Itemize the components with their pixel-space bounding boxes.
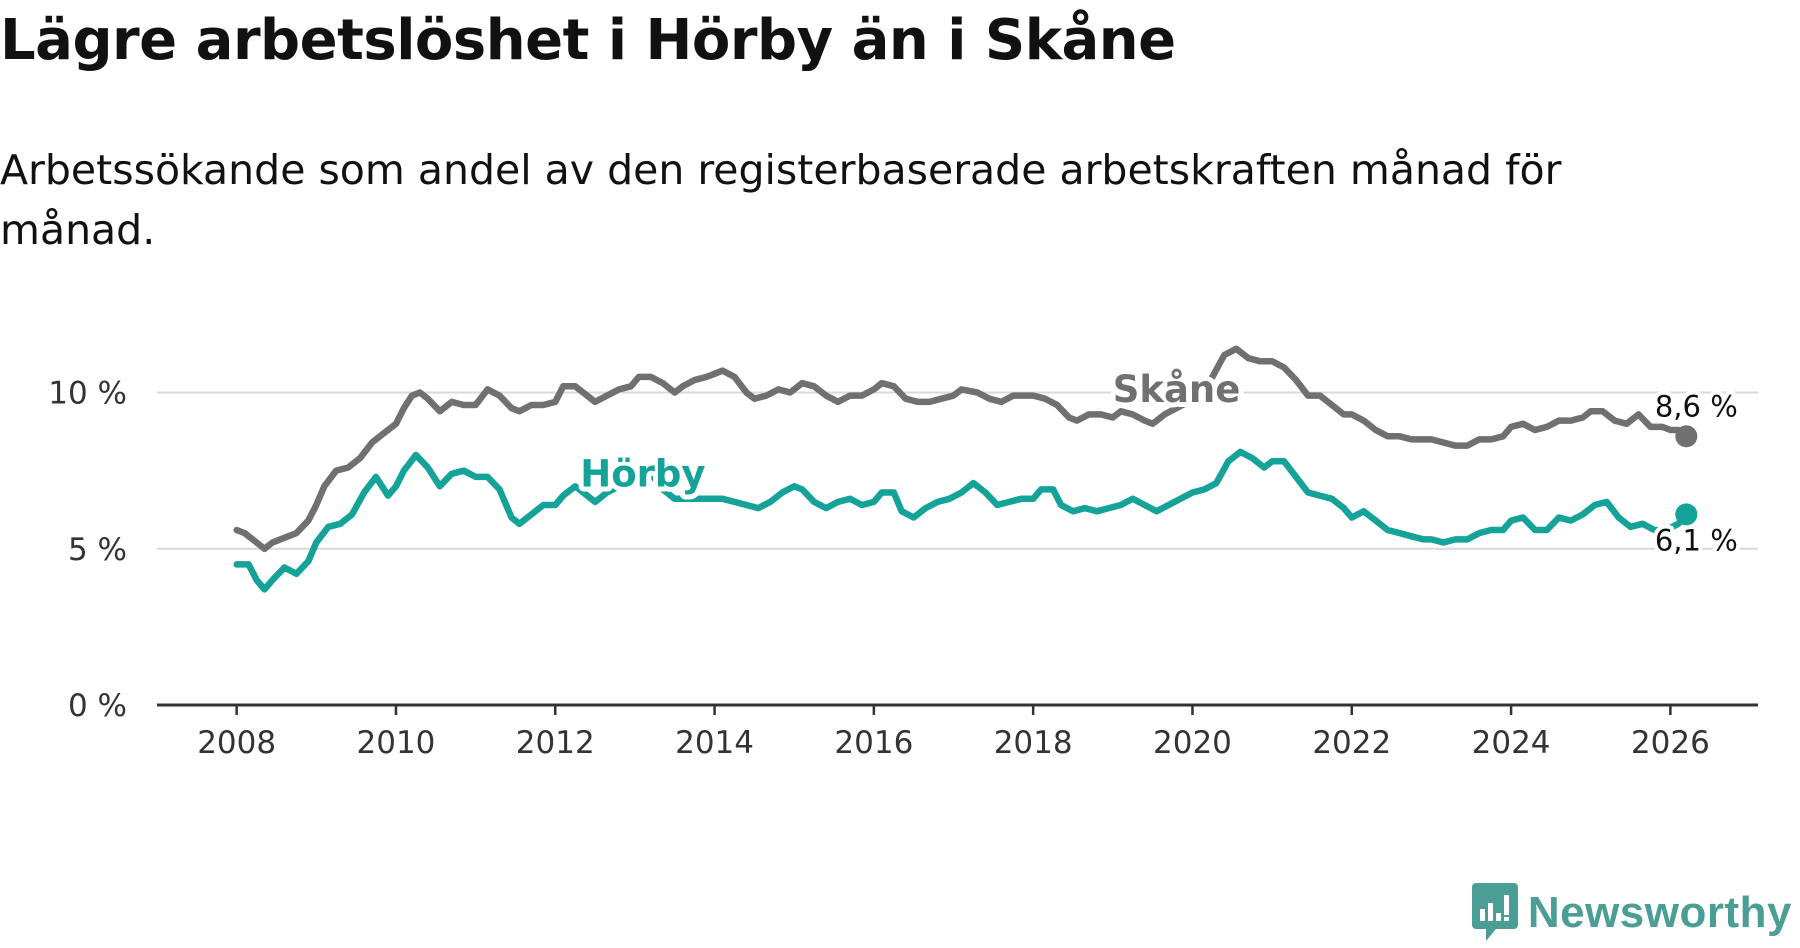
chart-title: Lägre arbetslöshet i Hörby än i Skåne <box>0 8 1176 73</box>
brand-logo: Newsworthy <box>1471 878 1792 948</box>
x-tick-label: 2016 <box>834 725 913 761</box>
axes: 0 % 5 % 10 % 2008 2010 2012 2014 2016 2018 2020 20… <box>48 376 1758 761</box>
newsworthy-logo-icon <box>1471 883 1518 941</box>
series-end-label-1: 6,1 % <box>1655 523 1738 557</box>
x-tick-label: 2020 <box>1153 725 1232 761</box>
series-lines <box>233 345 1698 593</box>
series-line-0 <box>233 345 1690 553</box>
series-end-label-0: 8,6 % <box>1655 389 1738 423</box>
x-tick-label: 2010 <box>357 725 436 761</box>
brand-name: Newsworthy <box>1527 888 1792 937</box>
y-tick-label: 5 % <box>68 532 127 568</box>
x-tick-label: 2022 <box>1312 725 1391 761</box>
y-tick-label: 10 % <box>48 376 127 412</box>
series-end-point-1 <box>1675 503 1698 526</box>
series-line-1 <box>233 448 1690 593</box>
x-tick-label: 2026 <box>1631 725 1710 761</box>
x-tick-label: 2024 <box>1472 725 1551 761</box>
series-name-label-0: Skåne <box>1113 368 1241 411</box>
line-chart: 0 % 5 % 10 % 2008 2010 2012 2014 2016 2018 2020 20… <box>48 345 1758 761</box>
series-end-point-0 <box>1675 425 1698 448</box>
x-tick-label: 2018 <box>994 725 1073 761</box>
series-name-label-1: Hörby <box>580 452 705 495</box>
chart-subtitle: Arbetssökande som andel av den registerb… <box>0 146 1562 254</box>
x-tick-label: 2008 <box>197 725 276 761</box>
series-labels: 8,6 % 6,1 % Skåne Hörby <box>575 363 1742 562</box>
y-tick-label: 0 % <box>68 688 127 724</box>
x-tick-label: 2014 <box>675 725 754 761</box>
x-tick-label: 2012 <box>516 725 595 761</box>
